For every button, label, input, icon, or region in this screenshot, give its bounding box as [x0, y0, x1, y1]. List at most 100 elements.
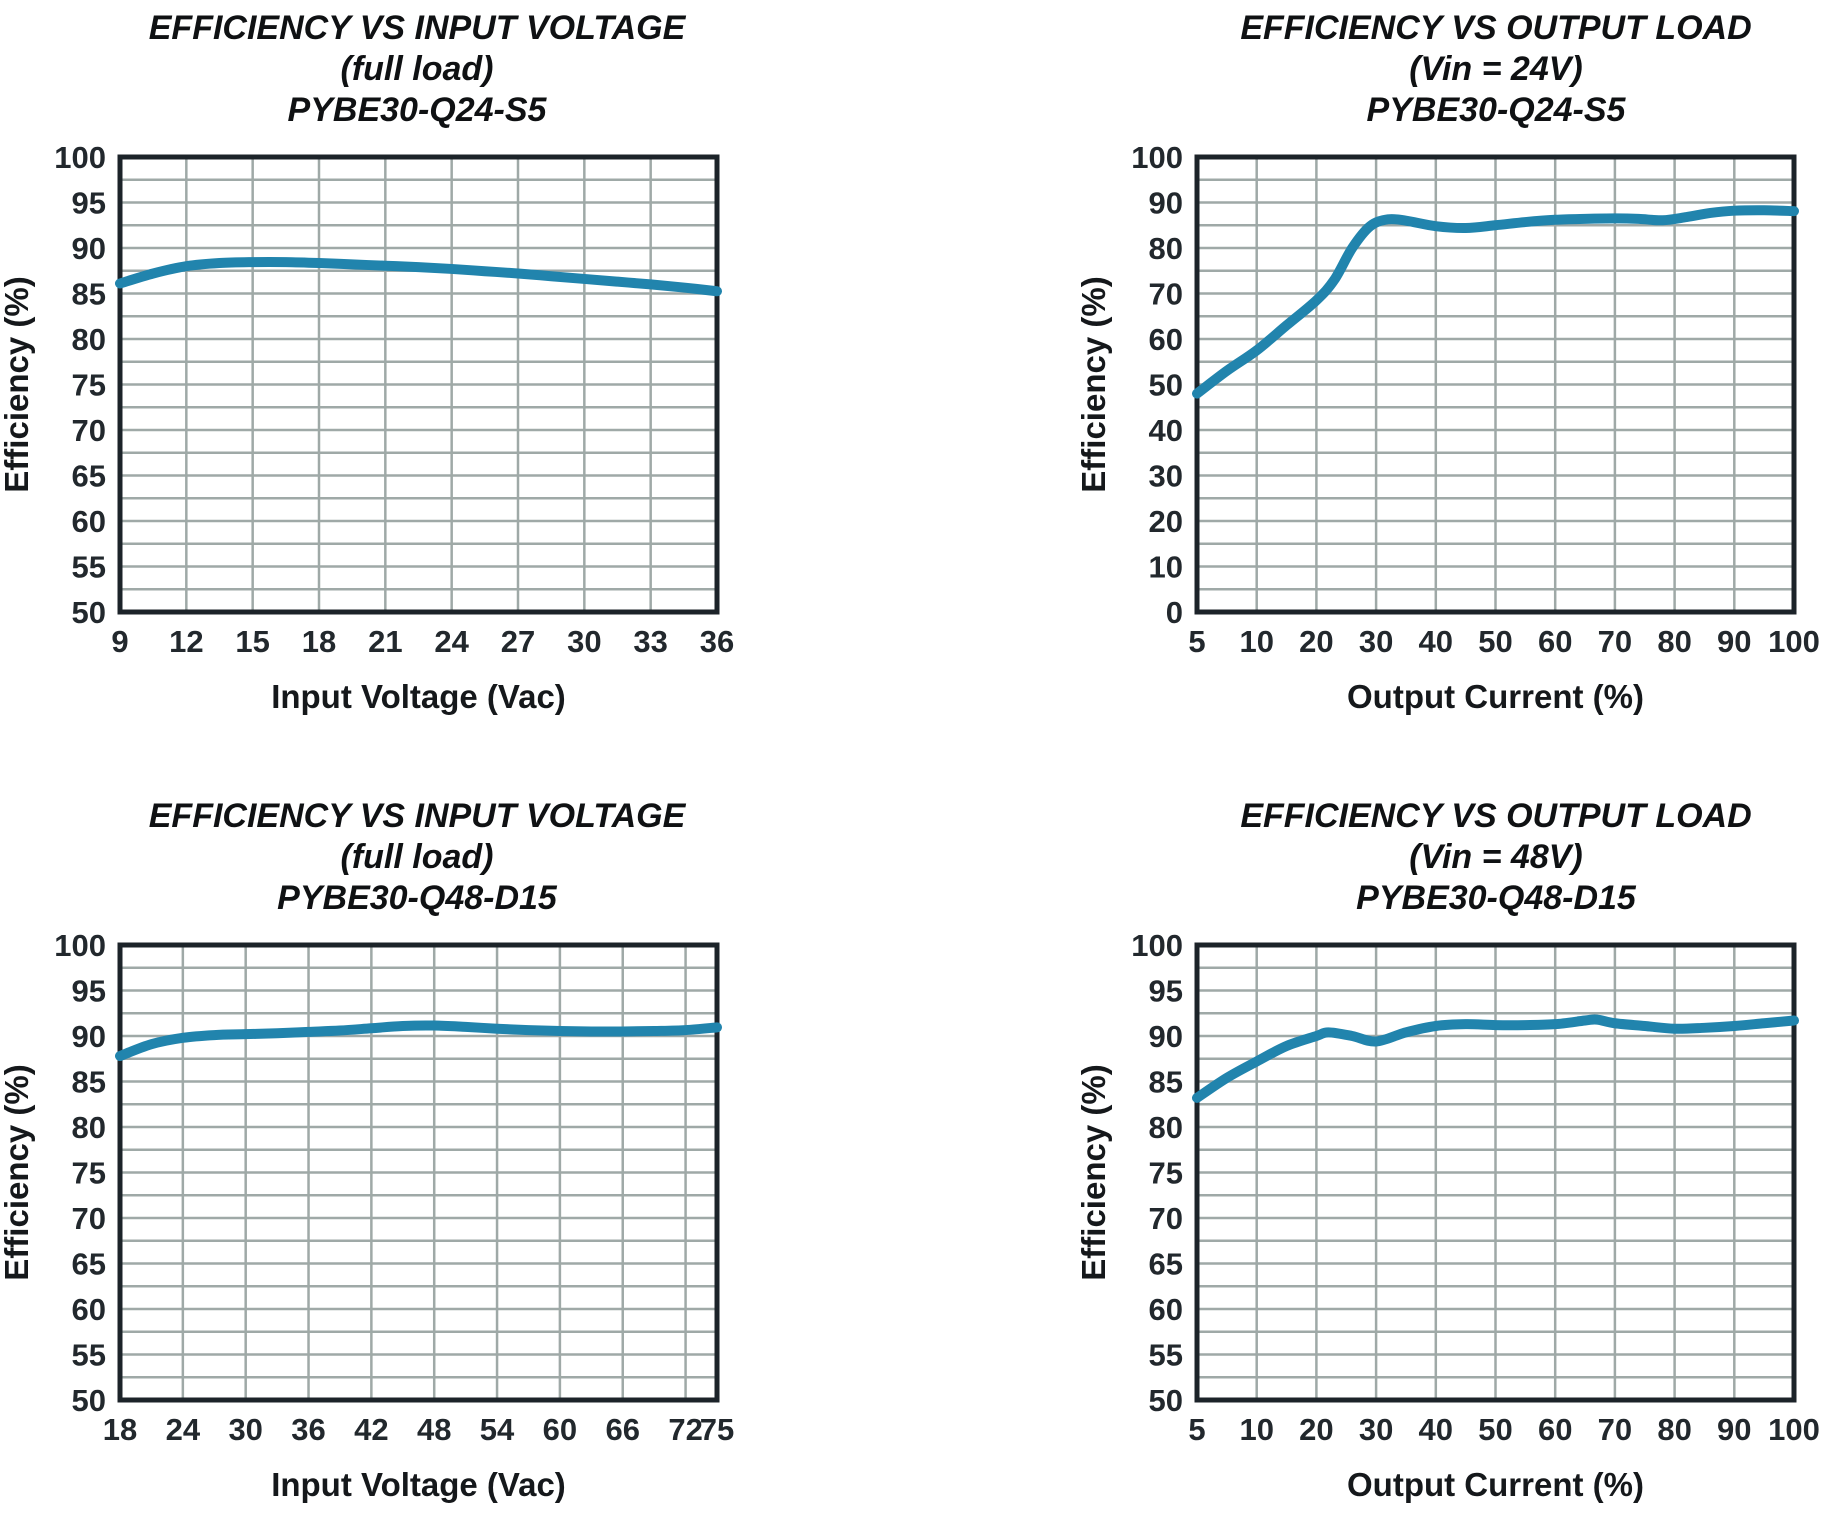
efficiency-curve	[115, 256, 722, 297]
y-tick-label: 100	[1131, 140, 1183, 175]
y-tick-label: 100	[1131, 928, 1183, 963]
y-tick-label: 95	[1149, 974, 1183, 1009]
chart-title-line2: (full load)	[340, 838, 494, 876]
chart-efficiency-vs-input-voltage-q24-s5: EFFICIENCY VS INPUT VOLTAGE (full load) …	[0, 0, 912, 750]
y-tick-label: 70	[1149, 1201, 1183, 1236]
y-tick-label: 30	[1149, 459, 1183, 494]
x-tick-label: 80	[1657, 624, 1691, 659]
x-tick-label: 10	[1239, 624, 1273, 659]
chart-title-line3: PYBE30-Q48-D15	[1356, 879, 1636, 917]
x-tick-label: 40	[1419, 1412, 1453, 1447]
y-tick-label: 95	[72, 974, 106, 1009]
y-tick-label: 55	[72, 550, 106, 585]
y-axis-title: Efficiency (%)	[0, 276, 35, 492]
efficiency-charts-grid: EFFICIENCY VS INPUT VOLTAGE (full load) …	[0, 0, 1825, 1503]
x-tick-label: 90	[1717, 624, 1751, 659]
y-tick-label: 90	[72, 1019, 106, 1054]
x-tick-label: 60	[1538, 624, 1572, 659]
y-tick-label: 50	[72, 595, 106, 630]
chart-efficiency-vs-output-load-q48-d15: EFFICIENCY VS OUTPUT LOAD (Vin = 48V) PY…	[912, 750, 1825, 1503]
x-tick-labels: 5 10 20 30 40 50 60 70 80 90 100	[1188, 624, 1819, 659]
x-tick-label: 100	[1768, 1412, 1820, 1447]
x-tick-label: 20	[1299, 624, 1333, 659]
y-tick-label: 80	[72, 1110, 106, 1145]
x-tick-label: 30	[567, 624, 601, 659]
y-tick-label: 90	[72, 231, 106, 266]
y-tick-label: 85	[1149, 1065, 1183, 1100]
chart-title: EFFICIENCY VS INPUT VOLTAGE (full load) …	[0, 8, 873, 131]
x-tick-label: 18	[302, 624, 336, 659]
chart-title-line1: EFFICIENCY VS INPUT VOLTAGE	[148, 9, 686, 47]
x-tick-labels: 5 10 20 30 40 50 60 70 80 90 100	[1188, 1412, 1819, 1447]
x-tick-label: 50	[1478, 624, 1512, 659]
x-tick-label: 60	[1538, 1412, 1572, 1447]
y-axis-title: Efficiency (%)	[1075, 1064, 1112, 1280]
chart-title-line1: EFFICIENCY VS OUTPUT LOAD	[1240, 9, 1752, 47]
x-tick-label: 60	[543, 1412, 577, 1447]
y-tick-label: 55	[72, 1338, 106, 1373]
line-chart-canvas: 0 10 20 30 40 50 60 70 80 90 100 5 10 20 30 40 50 60 70 80 9…	[1075, 140, 1820, 715]
y-tick-label: 0	[1166, 595, 1183, 630]
x-tick-label: 10	[1239, 1412, 1273, 1447]
x-tick-labels: 9 12 15 18 21 24 27 30 33 36	[111, 624, 734, 659]
y-tick-label: 85	[72, 277, 106, 312]
y-tick-label: 60	[72, 1292, 106, 1327]
x-axis-title: Input Voltage (Vac)	[271, 678, 566, 715]
x-axis-title: Input Voltage (Vac)	[271, 1466, 566, 1503]
gridlines	[120, 945, 717, 1400]
y-tick-label: 90	[1149, 1019, 1183, 1054]
y-tick-label: 75	[72, 368, 106, 403]
plot-border	[1194, 154, 1797, 615]
chart-title-line1: EFFICIENCY VS INPUT VOLTAGE	[148, 797, 686, 835]
x-tick-label: 15	[235, 624, 269, 659]
y-tick-label: 50	[72, 1383, 106, 1418]
x-tick-label: 54	[480, 1412, 515, 1447]
x-tick-label: 36	[291, 1412, 325, 1447]
y-tick-label: 80	[1149, 1110, 1183, 1145]
y-tick-label: 65	[1149, 1247, 1183, 1282]
y-tick-label: 65	[72, 1247, 106, 1282]
chart-title: EFFICIENCY VS INPUT VOLTAGE (full load) …	[0, 796, 873, 919]
chart-title-line3: PYBE30-Q24-S5	[1366, 91, 1626, 129]
chart-title: EFFICIENCY VS OUTPUT LOAD (Vin = 48V) PY…	[1040, 796, 1825, 919]
y-tick-label: 10	[1149, 550, 1183, 585]
efficiency-curve	[1192, 1014, 1799, 1103]
x-tick-label: 75	[700, 1412, 734, 1447]
y-tick-label: 65	[72, 459, 106, 494]
x-tick-label: 66	[605, 1412, 639, 1447]
x-tick-label: 36	[700, 624, 734, 659]
line-chart-canvas: 50 55 60 65 70 75 80 85 90 95 100 18 24 30 36 42 48 54 60 6…	[0, 928, 734, 1503]
y-tick-label: 75	[1149, 1156, 1183, 1191]
x-tick-label: 18	[103, 1412, 137, 1447]
plot-border	[117, 942, 720, 1403]
y-tick-label: 70	[72, 1201, 106, 1236]
chart-efficiency-vs-input-voltage-q48-d15: EFFICIENCY VS INPUT VOLTAGE (full load) …	[0, 750, 912, 1503]
y-tick-label: 70	[72, 413, 106, 448]
y-tick-label: 70	[1149, 277, 1183, 312]
chart-title-line1: EFFICIENCY VS OUTPUT LOAD	[1240, 797, 1752, 835]
chart-title-line2: (Vin = 24V)	[1409, 50, 1583, 88]
efficiency-curve	[115, 1020, 722, 1062]
x-tick-label: 70	[1598, 624, 1632, 659]
y-tick-label: 75	[72, 1156, 106, 1191]
x-tick-label: 90	[1717, 1412, 1751, 1447]
x-tick-label: 30	[1359, 1412, 1393, 1447]
x-tick-label: 30	[1359, 624, 1393, 659]
y-tick-label: 55	[1149, 1338, 1183, 1373]
x-tick-label: 21	[368, 624, 402, 659]
x-tick-label: 24	[166, 1412, 201, 1447]
x-tick-label: 48	[417, 1412, 451, 1447]
x-tick-label: 5	[1188, 624, 1205, 659]
x-tick-label: 80	[1657, 1412, 1691, 1447]
y-tick-label: 50	[1149, 1383, 1183, 1418]
gridlines	[120, 157, 717, 612]
y-tick-labels: 50 55 60 65 70 75 80 85 90 95 100	[54, 140, 106, 630]
chart-title-line3: PYBE30-Q48-D15	[277, 879, 557, 917]
x-axis-title: Output Current (%)	[1347, 1466, 1644, 1503]
efficiency-curve	[1192, 205, 1799, 399]
x-tick-label: 9	[111, 624, 128, 659]
x-axis-title: Output Current (%)	[1347, 678, 1644, 715]
y-tick-label: 20	[1149, 504, 1183, 539]
y-tick-labels: 0 10 20 30 40 50 60 70 80 90 100	[1131, 140, 1183, 630]
y-tick-label: 95	[72, 186, 106, 221]
